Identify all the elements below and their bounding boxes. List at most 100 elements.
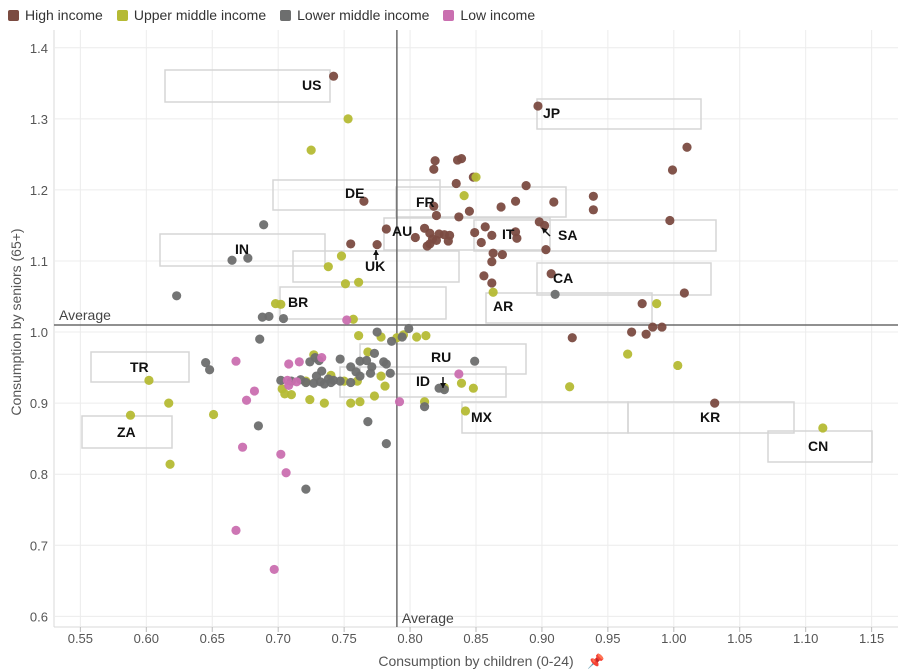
callout-label-us: US (302, 77, 321, 93)
callout-label-id: ID (416, 373, 430, 389)
data-point (512, 233, 522, 243)
pin-icon[interactable]: 📌 (587, 652, 605, 670)
x-tick-label: 1.05 (727, 631, 752, 646)
data-point (673, 360, 683, 371)
reference-lines: Average Average (54, 30, 898, 627)
data-point (431, 210, 442, 221)
data-point (429, 164, 439, 174)
data-point (488, 287, 498, 297)
data-point (335, 354, 345, 364)
y-tick-label: 1.2 (30, 183, 48, 198)
data-point (319, 398, 329, 408)
data-point (487, 230, 497, 240)
data-point (319, 379, 329, 389)
data-point (430, 156, 440, 166)
legend-label: Lower middle income (297, 7, 430, 23)
data-point (394, 397, 405, 407)
data-point (641, 329, 651, 339)
data-point (510, 196, 521, 206)
y-axis-title: Consumption by seniors (65+) (8, 228, 24, 415)
data-point (243, 253, 253, 263)
average-y-label: Average (59, 307, 111, 323)
data-point (657, 322, 667, 332)
callout-box (536, 262, 712, 296)
data-point (456, 378, 467, 388)
data-point (443, 236, 453, 246)
data-point (454, 212, 464, 222)
callout-label-uk: UK (365, 258, 385, 274)
legend-item-low-income[interactable]: Low income (443, 7, 535, 23)
data-point (381, 359, 391, 369)
legend-item-upper-middle-income[interactable]: Upper middle income (116, 7, 266, 23)
data-point (476, 237, 486, 248)
data-point (451, 178, 461, 189)
data-point (468, 383, 478, 393)
data-point (306, 145, 316, 155)
data-point (397, 332, 407, 342)
data-point (479, 271, 489, 281)
y-tick-label: 0.9 (30, 396, 48, 411)
data-point (208, 409, 219, 420)
data-point (470, 356, 480, 366)
data-point (567, 333, 577, 343)
data-point (335, 376, 345, 386)
data-point (422, 241, 432, 251)
y-tick-label: 0.6 (30, 609, 48, 624)
tick-labels: 0.55 0.60 0.65 0.70 0.75 0.80 0.85 0.90 0.95 1.00… (30, 41, 884, 646)
data-point (363, 417, 373, 427)
data-point (237, 442, 248, 452)
legend-item-high-income[interactable]: High income (8, 7, 103, 23)
callout-box (90, 351, 190, 383)
data-point (253, 421, 264, 431)
legend-item-lower-middle-income[interactable]: Lower middle income (280, 7, 429, 23)
data-point (376, 371, 386, 381)
x-tick-label: 1.15 (859, 631, 884, 646)
data-point (496, 202, 506, 212)
data-points (125, 71, 828, 575)
x-tick-label: 0.55 (68, 631, 93, 646)
legend-swatch (8, 9, 19, 21)
callout-box (536, 98, 702, 130)
data-point (317, 353, 327, 363)
data-point (336, 251, 347, 261)
data-point (278, 313, 289, 324)
data-point (588, 191, 598, 201)
callout-label-de: DE (345, 185, 364, 201)
data-point (294, 357, 304, 367)
x-tick-label: 0.85 (463, 631, 488, 646)
data-point (487, 257, 497, 267)
x-axis-title: Consumption by children (0-24) (378, 653, 573, 669)
data-point (301, 484, 311, 494)
legend: High income Upper middle income Lower mi… (8, 6, 549, 24)
callout-labels: US JP DE FR IN AU IT SA UK CA BR AR RU TR ID ZA MX KR CN (117, 77, 828, 454)
callout-label-br: BR (288, 294, 308, 310)
legend-label: Low income (460, 7, 536, 23)
data-point (354, 277, 364, 287)
data-point (281, 468, 291, 478)
x-tick-label: 1.10 (793, 631, 818, 646)
x-tick-label: 1.00 (661, 631, 686, 646)
data-point (588, 205, 598, 215)
callout-box (272, 179, 441, 211)
data-point (652, 299, 662, 309)
data-point (381, 224, 391, 234)
y-tick-label: 1.4 (30, 41, 48, 56)
data-point (452, 155, 463, 165)
data-point (404, 323, 414, 334)
data-point (439, 385, 449, 395)
y-tick-label: 1.1 (30, 254, 48, 269)
data-point (637, 299, 647, 309)
data-point (454, 369, 464, 379)
callout-box (159, 233, 326, 267)
data-point (665, 215, 675, 226)
gridlines (53, 30, 898, 632)
data-point (328, 71, 339, 81)
data-point (231, 356, 241, 366)
data-point (460, 406, 471, 416)
y-tick-label: 0.8 (30, 467, 48, 482)
data-point (346, 377, 356, 388)
y-tick-label: 1.0 (30, 325, 48, 340)
data-point (487, 278, 497, 288)
data-point (464, 206, 475, 216)
callout-arrowhead (542, 228, 548, 234)
